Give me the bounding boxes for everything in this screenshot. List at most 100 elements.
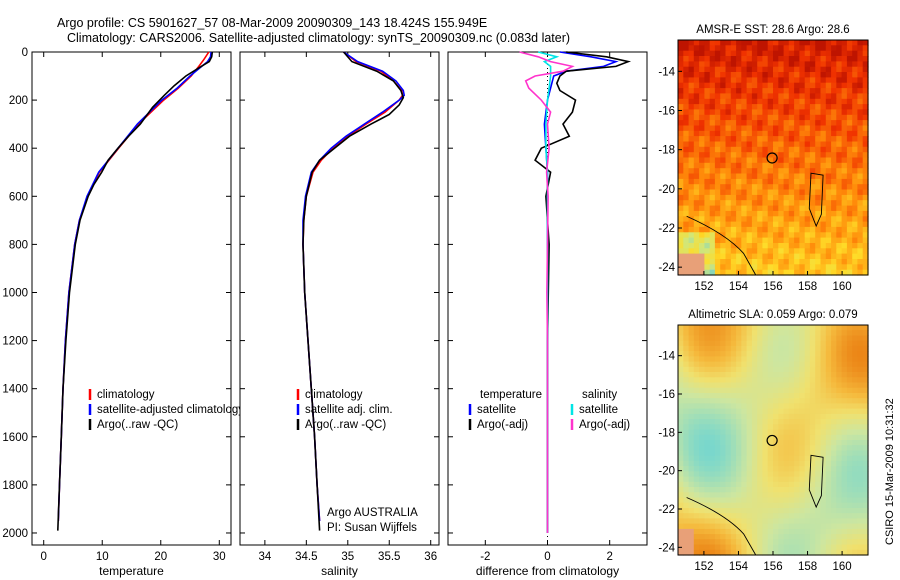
map-cell [794, 237, 800, 244]
map-cell [836, 237, 843, 244]
map-cell [730, 340, 737, 347]
map-cell [751, 82, 758, 89]
map-cell [714, 466, 721, 472]
map-cell [846, 513, 853, 519]
map-cell [825, 98, 832, 105]
map-cell [862, 98, 869, 105]
map-cell [783, 77, 790, 84]
map-cell [767, 50, 774, 57]
map-cell [736, 162, 742, 169]
map-cell [846, 398, 853, 404]
map-cell [757, 539, 764, 546]
map-cell [725, 269, 732, 276]
map-cell [820, 120, 827, 126]
map-cell [704, 269, 711, 276]
map-cell [699, 243, 705, 249]
map-cell [699, 253, 705, 260]
map-cell [815, 523, 822, 530]
map-cell [704, 460, 711, 467]
map-cell [825, 237, 832, 244]
map-cell [720, 173, 727, 180]
map-cell [704, 157, 711, 164]
map-cell [725, 445, 732, 451]
map-cell [688, 351, 695, 357]
map-cell [704, 325, 711, 331]
map-cell [736, 66, 742, 73]
map-cell [799, 259, 806, 265]
map-cell [741, 114, 748, 121]
map-cell [741, 466, 748, 472]
map-cell [862, 518, 869, 525]
map-cell [778, 497, 785, 504]
map-cell [725, 419, 732, 425]
map-cell [746, 508, 753, 514]
map-cell [704, 518, 711, 525]
map-cell [725, 361, 732, 368]
map-cell [762, 253, 769, 260]
map-cell [809, 146, 816, 153]
map-cell [846, 243, 853, 249]
map-cell [794, 413, 800, 420]
map-cell [725, 502, 732, 509]
map-cell [836, 205, 843, 212]
map-cell [788, 351, 795, 357]
map-cell [693, 114, 700, 121]
map-cell [725, 523, 732, 530]
map-cell [773, 82, 779, 89]
map-cell [678, 88, 684, 94]
series-line-argo-adj- [534, 51, 632, 533]
map-cell [725, 200, 732, 207]
map-cell [688, 403, 695, 410]
map-cell [709, 398, 716, 404]
map-cell [683, 243, 690, 249]
map-cell [704, 120, 711, 126]
map-cell [741, 534, 748, 540]
map-cell [783, 50, 790, 57]
map-cell [794, 518, 800, 525]
map-cell [688, 345, 695, 352]
map-cell [815, 424, 822, 431]
map-cell [683, 549, 690, 556]
map-cell [730, 168, 737, 175]
map-cell [804, 345, 811, 352]
map-cell [773, 88, 779, 94]
map-cell [699, 398, 705, 404]
map-cell [678, 497, 684, 504]
map-cell [836, 413, 843, 420]
map-cell [857, 325, 864, 331]
map-cell [720, 189, 727, 196]
map-cell [683, 216, 690, 223]
map-cell [767, 120, 774, 126]
map-cell [836, 481, 843, 488]
map-cell [699, 146, 705, 153]
map-cell [683, 141, 690, 148]
map-cell [767, 518, 774, 525]
map-cell [783, 120, 790, 126]
map-cell [778, 330, 785, 336]
map-cell [741, 157, 748, 164]
map-cell [736, 492, 742, 499]
map-cell [704, 130, 711, 137]
map-cell [720, 194, 727, 201]
map-cell [678, 61, 684, 68]
map-cell [730, 109, 737, 116]
map-cell [804, 434, 811, 441]
map-cell [688, 237, 695, 244]
map-cell [804, 455, 811, 462]
map-cell [678, 408, 684, 415]
map-cell [714, 471, 721, 478]
map-cell [746, 377, 753, 384]
map-cell [725, 544, 732, 551]
map-cell [693, 429, 700, 436]
map-cell [709, 361, 716, 368]
map-cell [799, 114, 806, 121]
map-cell [693, 466, 700, 472]
map-cell [683, 487, 690, 493]
map-cell [693, 146, 700, 153]
map-cell [767, 408, 774, 415]
map-cell [746, 66, 753, 73]
map-cell [836, 424, 843, 431]
map-cell [741, 184, 748, 191]
map-cell [699, 152, 705, 159]
map-cell [762, 356, 769, 363]
